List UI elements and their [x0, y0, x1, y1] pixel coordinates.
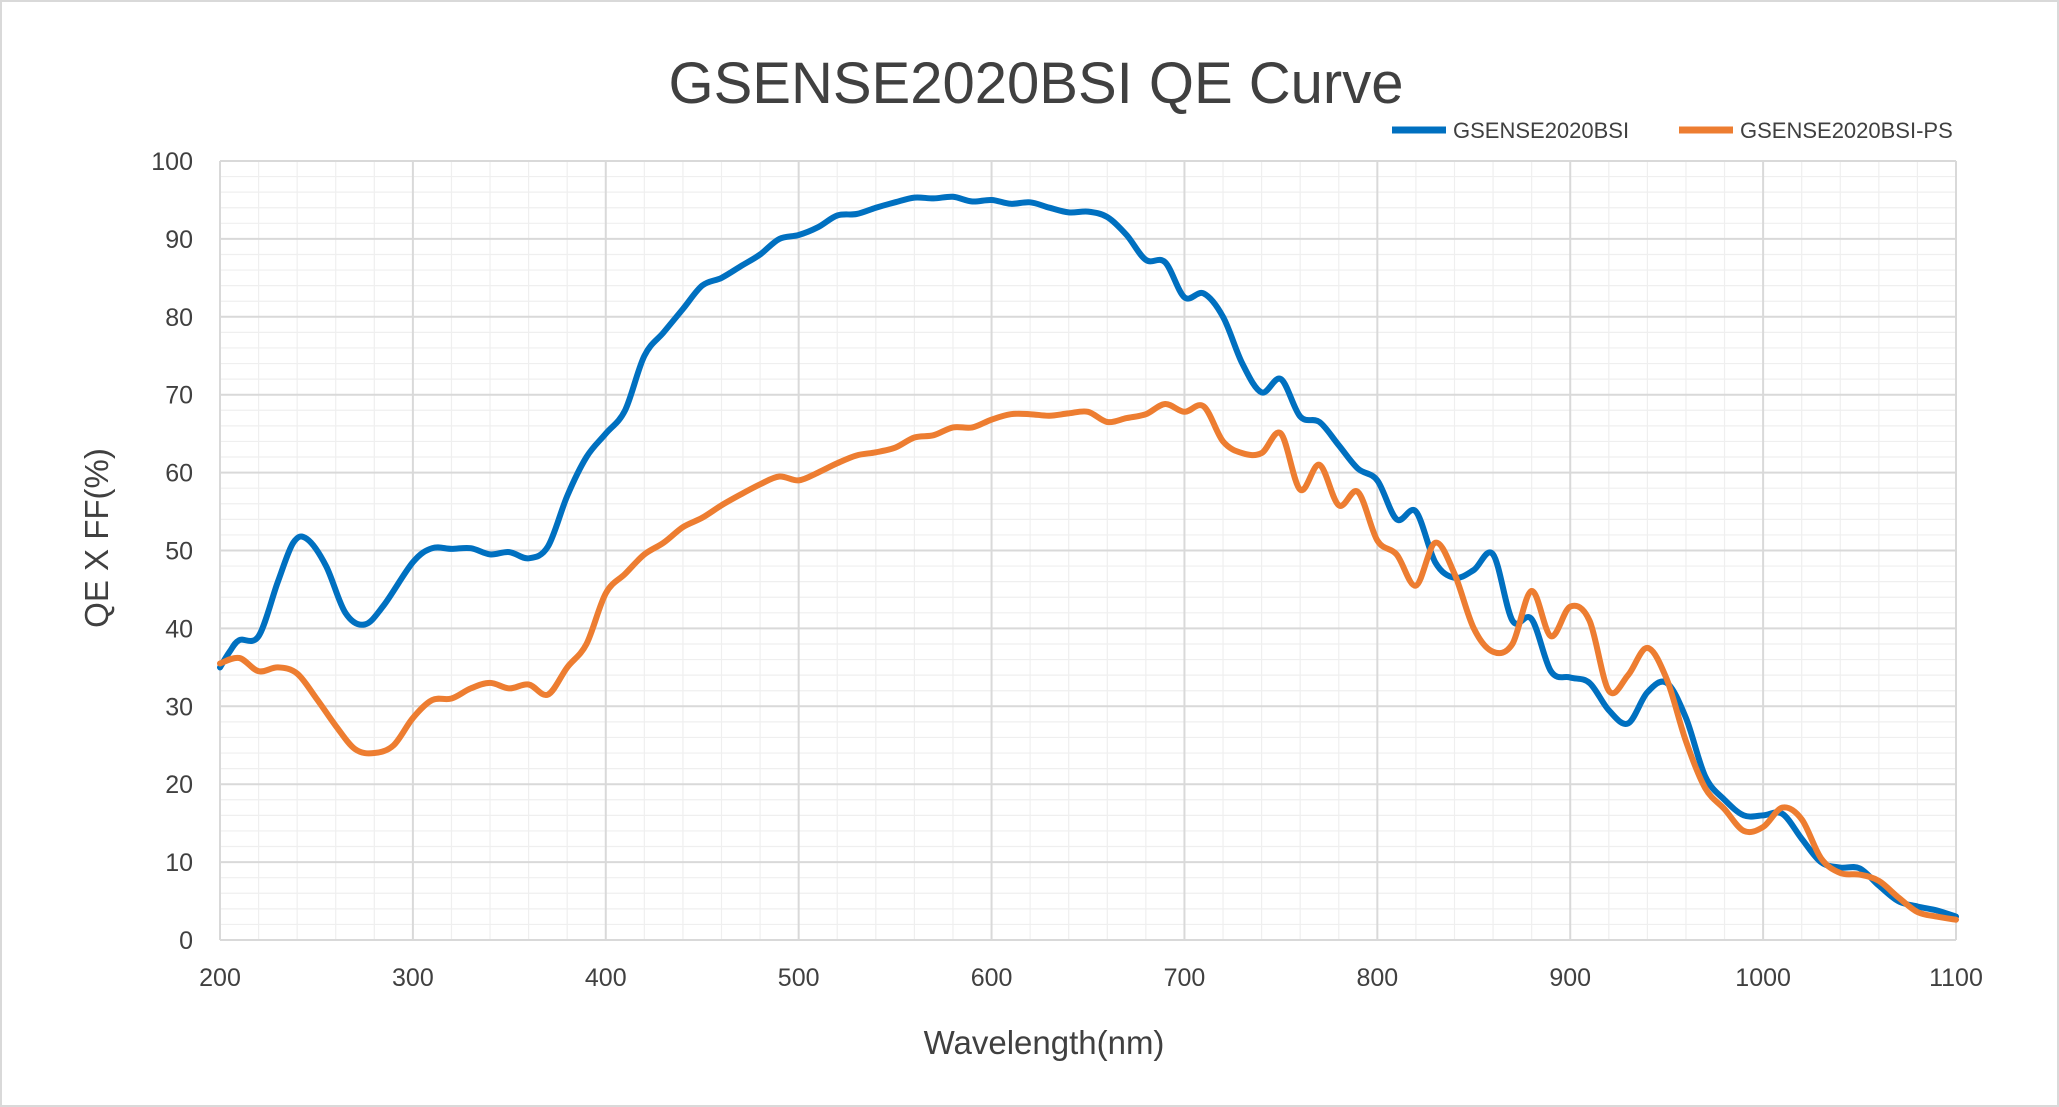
- x-tick-label: 500: [778, 964, 820, 992]
- legend-label-1: GSENSE2020BSI: [1453, 118, 1629, 143]
- x-tick-label: 900: [1549, 964, 1591, 992]
- y-tick-label: 100: [151, 148, 193, 176]
- y-tick-label: 60: [165, 460, 193, 488]
- y-axis-title: QE X FF(%): [78, 448, 115, 628]
- legend-label-2: GSENSE2020BSI-PS: [1740, 118, 1953, 143]
- series-layer: [217, 193, 1959, 923]
- y-tick-label: 20: [165, 771, 193, 799]
- x-tick-label: 300: [392, 964, 434, 992]
- x-axis-ticks: 200 300 400 500 600 700 800 900 1000 1100: [199, 964, 1983, 992]
- x-tick-label: 1100: [1929, 964, 1983, 992]
- series-line-2: [217, 401, 1959, 923]
- y-axis-ticks: 0 10 20 30 40 50 60 70 80 90 100: [151, 148, 193, 955]
- legend: GSENSE2020BSI GSENSE2020BSI-PS: [1392, 118, 1953, 143]
- x-tick-label: 400: [585, 964, 627, 992]
- x-tick-label: 600: [971, 964, 1013, 992]
- y-tick-label: 70: [165, 382, 193, 410]
- y-tick-label: 50: [165, 538, 193, 566]
- y-tick-label: 40: [165, 615, 193, 643]
- y-tick-label: 80: [165, 304, 193, 332]
- x-tick-label: 700: [1164, 964, 1206, 992]
- y-tick-label: 10: [165, 849, 193, 877]
- x-tick-label: 200: [199, 964, 241, 992]
- x-axis-title: Wavelength(nm): [924, 1024, 1165, 1061]
- x-tick-label: 800: [1356, 964, 1398, 992]
- y-tick-label: 0: [179, 927, 193, 955]
- chart-title: GSENSE2020BSI QE Curve: [669, 51, 1404, 116]
- y-tick-label: 90: [165, 226, 193, 254]
- x-tick-label: 1000: [1735, 964, 1791, 992]
- y-tick-label: 30: [165, 693, 193, 721]
